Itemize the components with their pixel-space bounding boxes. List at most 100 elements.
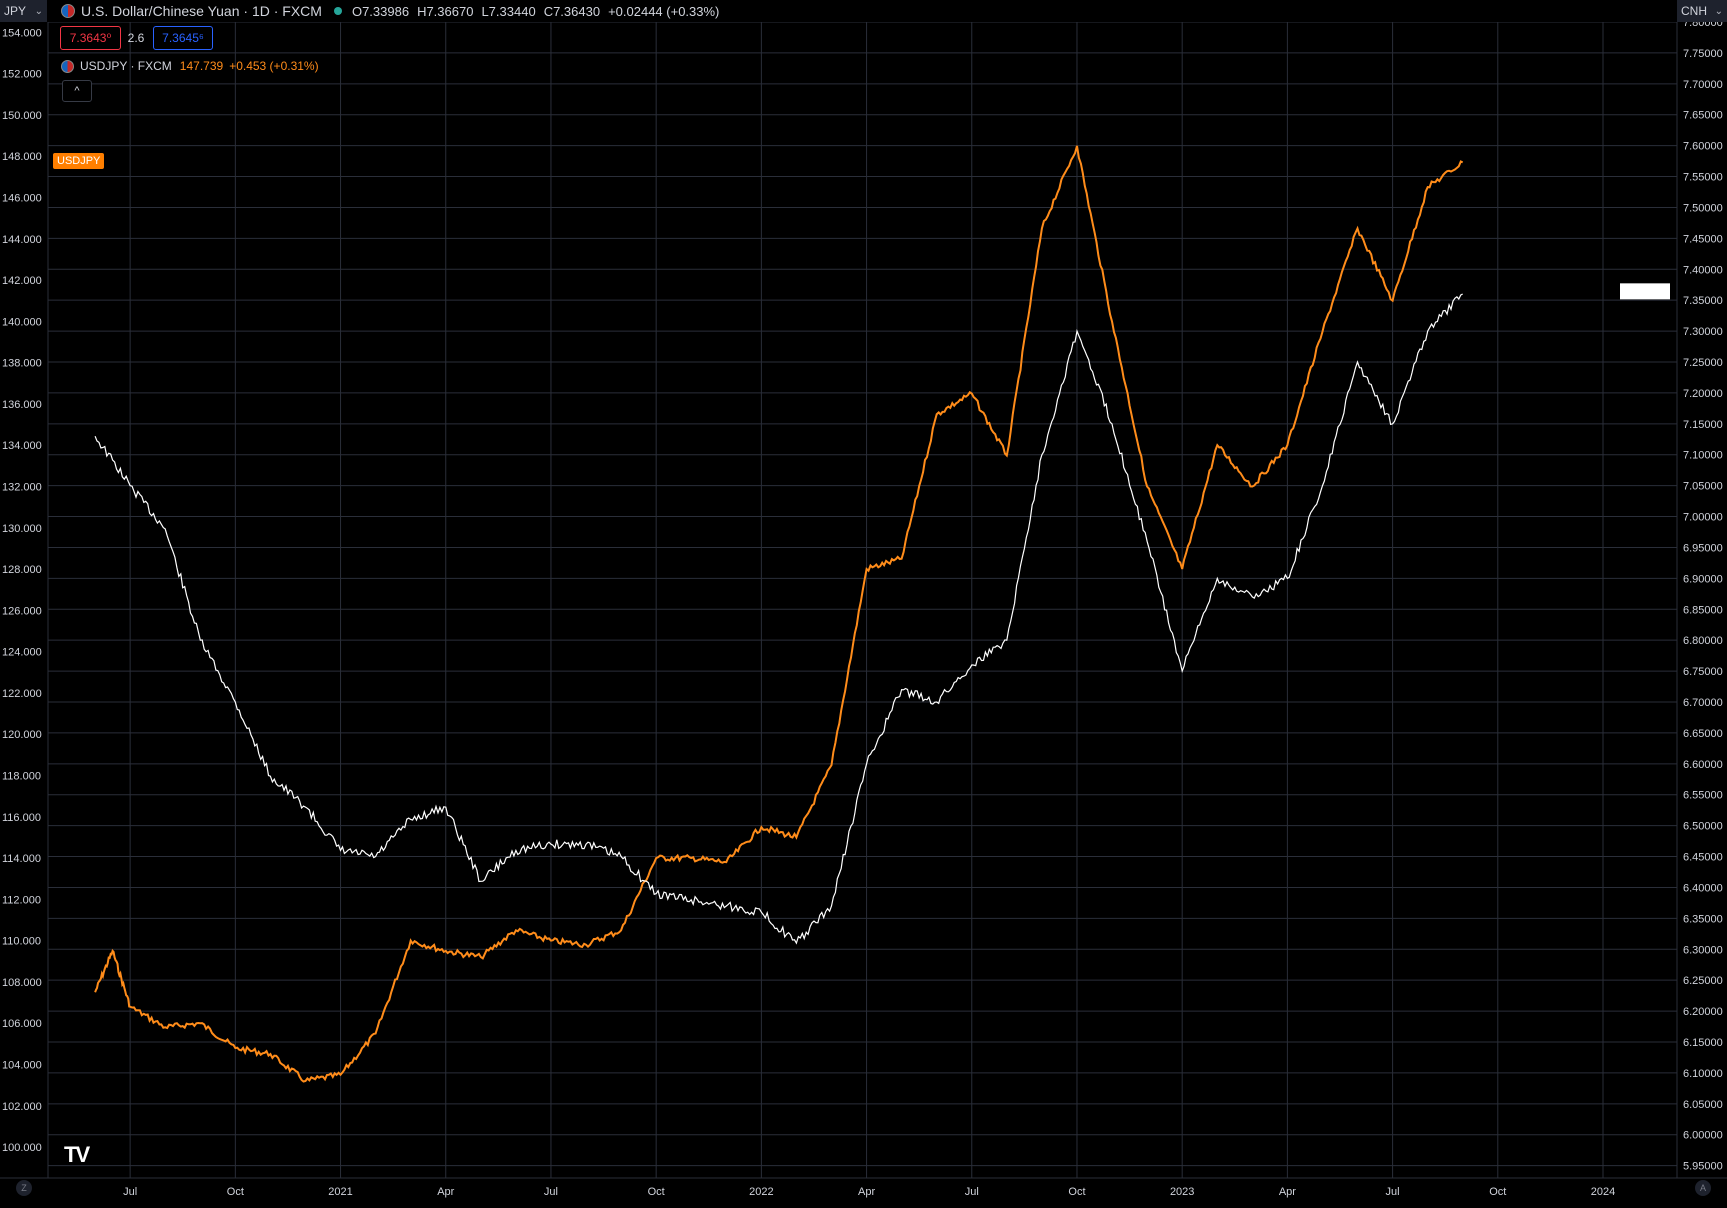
right-symbol-label: CNH	[1681, 4, 1707, 18]
right-axis-tick-label: 7.15000	[1683, 419, 1723, 431]
right-axis-tick-label: 5.95000	[1683, 1161, 1723, 1173]
time-axis-tick-label: Jul	[1386, 1186, 1400, 1198]
time-axis-tick-label: 2023	[1170, 1186, 1194, 1198]
ohlc-close: C7.36430	[543, 3, 601, 19]
market-status-icon	[333, 7, 342, 15]
time-axis-tick-label: Apr	[437, 1186, 454, 1198]
chevron-down-icon: ⌄	[34, 5, 43, 17]
time-axis-tick-label: Apr	[1279, 1186, 1296, 1198]
right-axis-tick-label: 6.55000	[1683, 790, 1723, 802]
right-symbol-selector[interactable]: CNH ⌄	[1677, 0, 1727, 22]
time-axis-tick-label: Apr	[858, 1186, 875, 1198]
left-axis-tick-label: 118.000	[2, 770, 41, 782]
right-axis-tick-label: 7.30000	[1683, 326, 1723, 338]
zoom-button[interactable]: Z	[16, 1180, 32, 1196]
auto-scale-button[interactable]: A	[1695, 1180, 1711, 1196]
left-axis-tick-label: 146.000	[2, 192, 42, 204]
left-axis-tick-label: 144.000	[2, 234, 42, 246]
right-axis-tick-label: 7.65000	[1683, 110, 1723, 122]
time-axis-tick-label: 2021	[328, 1186, 352, 1198]
tradingview-logo-icon[interactable]: TV	[64, 1142, 90, 1168]
series-line-usdcnh	[94, 293, 1463, 945]
currency-flag-icon	[61, 59, 74, 73]
usdjpy-series-tag: USDJPY	[53, 153, 105, 169]
chart-pane[interactable]: 7.80000 7.75000 7.70000 7.65000 7.60000 7.550…	[0, 17, 1727, 1203]
left-axis-tick-label: 102.000	[2, 1101, 42, 1113]
time-axis-tick-label: Oct	[648, 1186, 665, 1198]
left-axis-tick-label: 150.000	[2, 110, 42, 122]
left-axis-tick-label: 134.000	[2, 440, 42, 452]
right-axis-tick-label: 6.30000	[1683, 944, 1723, 956]
right-axis-tick-label: 6.60000	[1683, 759, 1723, 771]
time-axis-tick-label: Jul	[965, 1186, 979, 1198]
right-axis-tick-label: 7.40000	[1683, 264, 1723, 276]
right-axis-tick-label: 6.25000	[1683, 975, 1723, 987]
auto-scale-label: A	[1699, 1183, 1706, 1193]
currency-flag-icon	[61, 4, 75, 18]
right-axis-tick-label: 6.70000	[1683, 697, 1723, 709]
series-line-usdjpy	[94, 145, 1464, 1083]
right-axis-tick-label: 7.05000	[1683, 481, 1723, 493]
time-axis-tick-label: Jul	[123, 1186, 137, 1198]
top-bar: JPY ⌄ U.S. Dollar/Chinese Yuan · 1D · FX…	[0, 0, 1727, 22]
left-axis-tick-label: 128.000	[2, 564, 42, 576]
overlay-symbol-name: USDJPY · FXCM	[80, 59, 172, 73]
left-axis-tick-label: 132.000	[2, 481, 42, 493]
right-axis-tick-label: 6.15000	[1683, 1037, 1723, 1049]
ohlc-low: L7.33440	[481, 3, 536, 19]
left-symbol-selector[interactable]: JPY ⌄	[0, 0, 47, 22]
left-axis-tick-label: 100.000	[2, 1142, 42, 1154]
time-axis-tick-label: Jul	[544, 1186, 558, 1198]
right-axis-tick-label: 7.50000	[1683, 202, 1723, 214]
zoom-label: Z	[21, 1183, 27, 1193]
time-axis-tick-label: 2024	[1591, 1186, 1615, 1198]
right-axis-tick-label: 7.55000	[1683, 172, 1723, 184]
left-axis-tick-label: 124.000	[2, 647, 42, 659]
chevron-up-icon: ^	[74, 85, 80, 97]
right-axis-tick-label: 6.65000	[1683, 728, 1723, 740]
right-axis-tick-label: 6.45000	[1683, 852, 1723, 864]
left-axis-tick-label: 154.000	[2, 27, 42, 39]
right-axis-tick-label: 7.75000	[1683, 48, 1723, 60]
main-symbol-title[interactable]: U.S. Dollar/Chinese Yuan · 1D · FXCM	[81, 3, 322, 19]
left-axis-tick-label: 114.000	[2, 853, 41, 865]
left-symbol-label: JPY	[4, 4, 27, 18]
right-axis-tick-label: 7.25000	[1683, 357, 1723, 369]
left-axis-tick-label: 136.000	[2, 399, 42, 411]
overlay-legend[interactable]: USDJPY · FXCM 147.739 +0.453 (+0.31%)	[61, 59, 319, 73]
time-axis-tick-label: Oct	[1489, 1186, 1506, 1198]
right-axis-tick-label: 7.00000	[1683, 512, 1723, 524]
left-axis-tick-label: 138.000	[2, 358, 42, 370]
right-axis-tick-label: 7.60000	[1683, 141, 1723, 153]
time-axis-tick-label: Oct	[227, 1186, 244, 1198]
right-axis-tick-label: 7.45000	[1683, 233, 1723, 245]
ohlc-change: +0.02444 (+0.33%)	[608, 3, 720, 19]
buy-price-button[interactable]: 7.3645⁶	[153, 26, 213, 50]
left-axis-tick-label: 122.000	[2, 688, 42, 700]
overlay-change: +0.453 (+0.31%)	[229, 59, 319, 73]
right-axis-tick-label: 6.50000	[1683, 821, 1723, 833]
right-axis-tick-label: 6.80000	[1683, 635, 1723, 647]
right-axis-tick-label: 7.70000	[1683, 79, 1723, 91]
right-axis-tick-label: 6.10000	[1683, 1068, 1723, 1080]
right-axis-tick-label: 6.00000	[1683, 1130, 1723, 1142]
sell-price-button[interactable]: 7.3643⁰	[60, 26, 121, 50]
ohlc-high: H7.36670	[417, 3, 474, 19]
right-axis-tick-label: 6.90000	[1683, 573, 1723, 585]
chart-canvas[interactable]: 7.80000 7.75000 7.70000 7.65000 7.60000 7.550…	[0, 17, 1727, 1203]
right-axis-tick-label: 7.20000	[1683, 388, 1723, 400]
left-axis-tick-label: 126.000	[2, 605, 42, 617]
spread-label: 2.6	[127, 31, 145, 45]
collapse-legend-button[interactable]: ^	[62, 80, 92, 102]
right-axis-tick-label: 6.95000	[1683, 542, 1723, 554]
left-axis-tick-label: 116.000	[2, 812, 41, 824]
ohlc-open: O7.33986	[351, 3, 410, 19]
spread-value: 2.6	[126, 26, 146, 50]
right-axis-tick-label: 6.40000	[1683, 882, 1723, 894]
right-axis-tick-label: 6.20000	[1683, 1006, 1723, 1018]
left-axis-tick-label: 148.000	[2, 151, 42, 163]
left-axis-tick-label: 110.000	[2, 936, 41, 948]
main-legend: U.S. Dollar/Chinese Yuan · 1D · FXCM O7.…	[61, 3, 719, 19]
left-axis-tick-label: 120.000	[2, 729, 42, 741]
left-axis-tick-label: 142.000	[2, 275, 42, 287]
